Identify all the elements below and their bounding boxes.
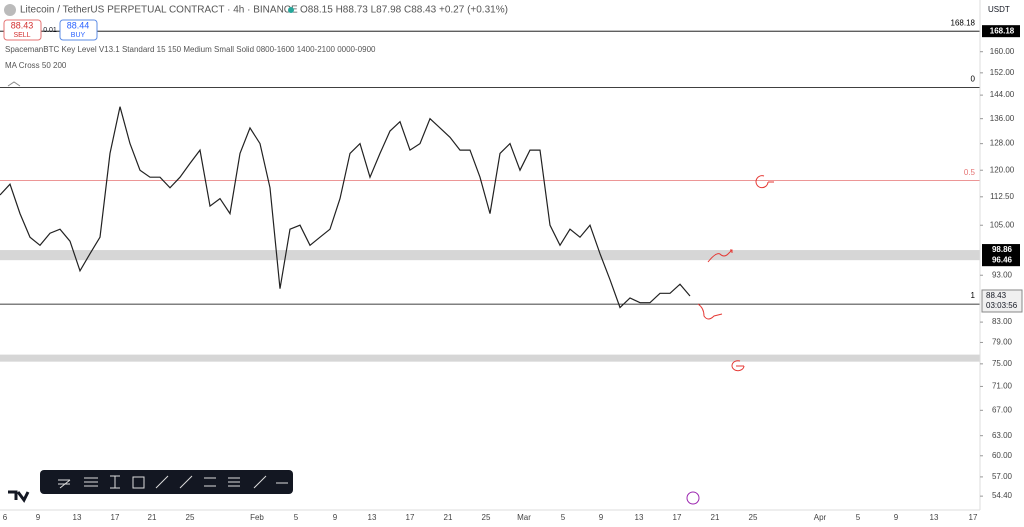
drawing — [731, 360, 745, 372]
toolbar-icons — [58, 475, 288, 489]
buy-price: 88.44 — [67, 20, 90, 30]
y-tick-label: 160.00 — [990, 47, 1015, 56]
x-tick-label: 21 — [444, 513, 453, 522]
last-price: 88.43 — [986, 291, 1007, 300]
y-tick-label: 75.00 — [992, 359, 1013, 368]
logo — [8, 490, 30, 503]
tool[interactable] — [179, 475, 193, 489]
x-tick-label: 21 — [148, 513, 157, 522]
countdown: 03:03:56 — [986, 301, 1018, 310]
x-tick-label: 17 — [111, 513, 120, 522]
y-tick-label: 54.40 — [992, 491, 1013, 500]
event-icon[interactable] — [686, 491, 700, 505]
tool[interactable] — [253, 475, 267, 489]
x-tick-label: 9 — [599, 513, 604, 522]
x-tick-label: 25 — [749, 513, 758, 522]
x-tick-label: Feb — [250, 513, 264, 522]
y-tick-label: 71.00 — [992, 382, 1013, 391]
tool[interactable] — [132, 476, 145, 489]
x-tick-label: Mar — [517, 513, 531, 522]
x-tick-label: 13 — [930, 513, 939, 522]
tool[interactable] — [84, 477, 98, 487]
x-tick-label: 5 — [856, 513, 861, 522]
tool[interactable] — [204, 477, 216, 487]
y-tick-label: 120.00 — [990, 165, 1015, 174]
x-tick-label: 25 — [186, 513, 195, 522]
y-tick-label: 128.00 — [990, 139, 1015, 148]
zone — [0, 250, 980, 261]
y-tick-label: 63.00 — [992, 431, 1013, 440]
price-line — [0, 106, 691, 309]
x-tick-label: 17 — [406, 513, 415, 522]
tool[interactable] — [155, 475, 169, 489]
drawing-toolbar — [40, 470, 293, 494]
level-label: 168.18 — [951, 18, 976, 27]
level-label: 0 — [971, 75, 976, 84]
x-tick-label: 13 — [635, 513, 644, 522]
y-tick-label: 105.00 — [990, 220, 1015, 229]
price-tag-label: 168.18 — [990, 26, 1015, 35]
x-tick-label: 17 — [673, 513, 682, 522]
tool[interactable] — [58, 479, 71, 489]
sell-label: SELL — [13, 32, 30, 39]
collapse-icon[interactable] — [7, 81, 21, 87]
level-label: 1 — [971, 291, 976, 300]
drawing — [697, 303, 723, 320]
price-tag-label: 96.46 — [992, 255, 1013, 264]
last-price-tag — [981, 289, 1023, 313]
status-dot — [288, 7, 294, 13]
y-tick-label: 60.00 — [992, 451, 1013, 460]
y-tick-label: 83.00 — [992, 317, 1013, 326]
symbol-icon — [4, 4, 16, 16]
y-tick-label: 144.00 — [990, 90, 1015, 99]
y-tick-label: 93.00 — [992, 270, 1013, 279]
level-label: 0.5 — [964, 168, 976, 177]
price-tag — [982, 254, 1020, 267]
buy-button[interactable] — [59, 19, 98, 41]
price-axis: 160.00 152.00 144.00 136.00 128.00 120.00 112.… — [990, 47, 1015, 500]
zone — [0, 354, 980, 362]
y-tick-label: 57.00 — [992, 472, 1013, 481]
x-tick-label: Apr — [814, 513, 827, 522]
x-tick-label: 6 — [3, 513, 8, 522]
x-tick-label: 9 — [333, 513, 338, 522]
sell-button[interactable] — [3, 19, 42, 41]
tool[interactable] — [228, 477, 240, 487]
x-tick-label: 5 — [561, 513, 566, 522]
buy-label: BUY — [71, 32, 86, 39]
indicator: MA Cross 50 200 — [5, 61, 67, 70]
x-tick-label: 9 — [36, 513, 41, 522]
ohlc: O88.15 H88.73 L87.98 C88.43 +0.27 (+0.31… — [300, 5, 508, 16]
spread: 0.01 — [43, 27, 57, 34]
x-tick-label: 13 — [73, 513, 82, 522]
x-tick-label: 9 — [894, 513, 899, 522]
y-tick-label: 67.00 — [992, 405, 1013, 414]
sell-price: 88.43 — [11, 20, 34, 30]
x-tick-label: 21 — [711, 513, 720, 522]
currency[interactable]: USDT — [988, 5, 1010, 14]
tool[interactable] — [110, 475, 120, 489]
x-tick-label: 13 — [368, 513, 377, 522]
y-tick-label: 79.00 — [992, 338, 1013, 347]
price-tag — [982, 25, 1020, 38]
y-tick-label: 152.00 — [990, 68, 1015, 77]
price-tag — [982, 244, 1020, 257]
x-tick-label: 17 — [969, 513, 978, 522]
y-tick-label: 112.50 — [990, 192, 1014, 201]
drawing — [707, 249, 733, 263]
indicator: SpacemanBTC Key Level V13.1 Standard 15 … — [5, 45, 376, 54]
y-tick-label: 136.00 — [990, 114, 1015, 123]
symbol: Litecoin / TetherUS PERPETUAL CONTRACT ·… — [20, 5, 298, 16]
x-tick-label: 25 — [482, 513, 491, 522]
drawing — [755, 175, 774, 189]
x-tick-label: 5 — [294, 513, 299, 522]
price-tag-label: 98.86 — [992, 245, 1013, 254]
